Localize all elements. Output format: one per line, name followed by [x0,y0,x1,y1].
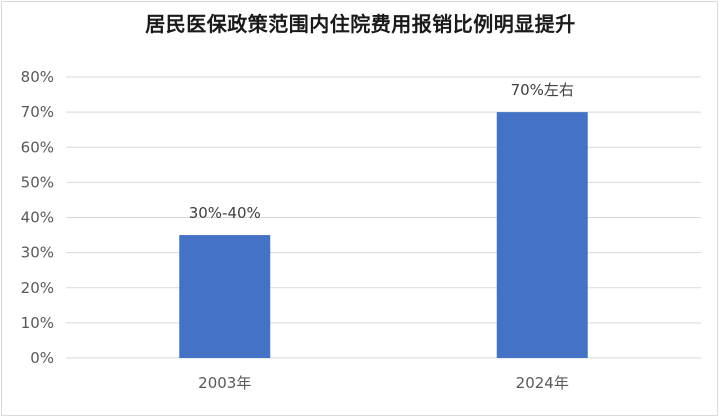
y-axis-ticks: 0% 10% 20% 30% 40% 50% 60% 70% 80% [21,68,54,367]
y-tick-label: 70% [21,103,54,121]
y-tick-label: 80% [21,68,54,86]
gridlines [66,76,701,359]
x-tick-label: 2003年 [198,374,251,392]
bar-2 [496,112,588,358]
y-tick-label: 50% [21,173,54,191]
y-tick-label: 10% [21,314,54,332]
bars [179,112,588,358]
x-axis-ticks: 2003年 2024年 [198,374,569,392]
y-tick-label: 30% [21,244,54,262]
y-tick-label: 0% [30,349,54,367]
bar-1 [179,235,271,358]
y-tick-label: 40% [21,209,54,227]
y-tick-label: 60% [21,138,54,156]
y-tick-label: 20% [21,279,54,297]
data-labels: 30%-40% 70%左右 [189,81,574,222]
data-label: 30%-40% [189,204,261,222]
data-label: 70%左右 [511,81,574,99]
x-tick-label: 2024年 [516,374,569,392]
chart-title: 居民医保政策范围内住院费用报销比例明显提升 [145,12,576,36]
